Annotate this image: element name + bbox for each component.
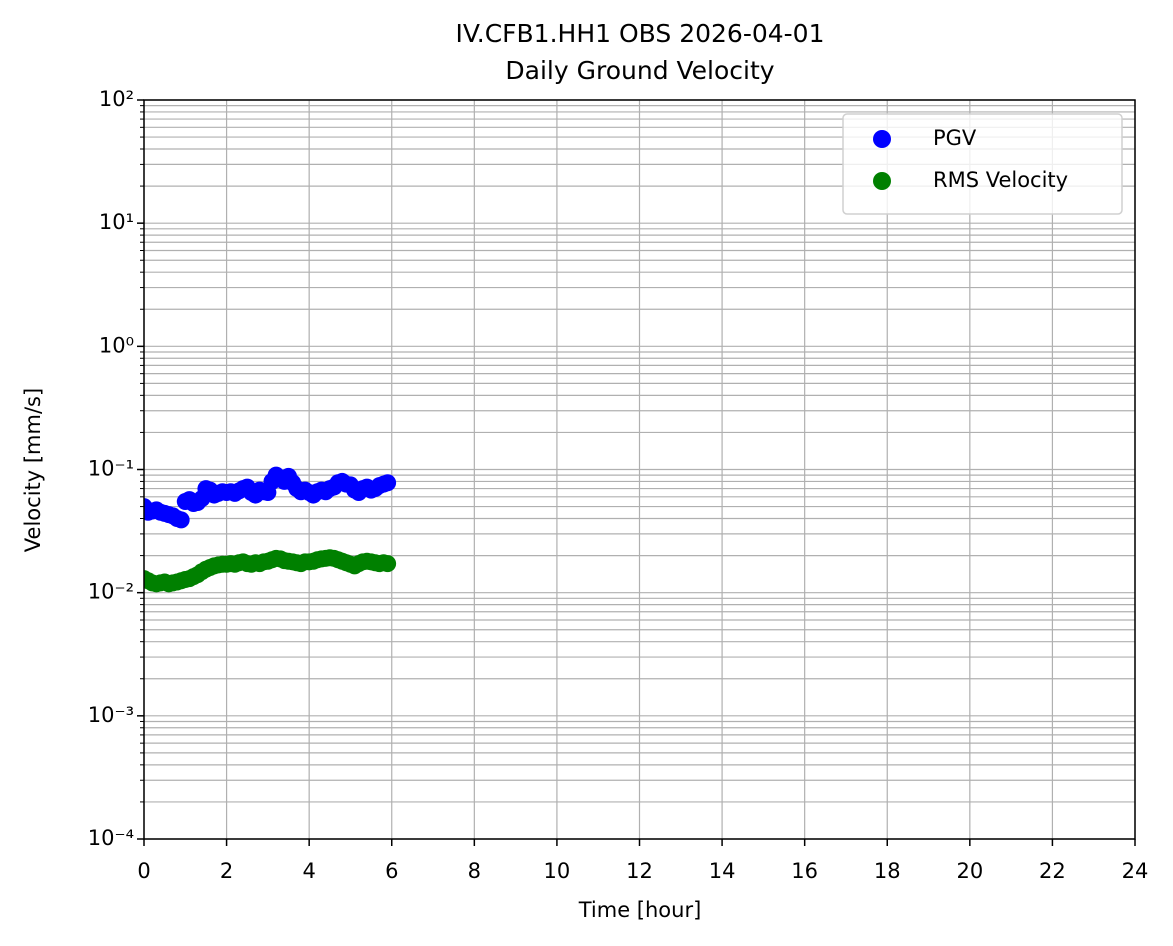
point: [379, 555, 397, 573]
chart-title: IV.CFB1.HH1 OBS 2026-04-01: [456, 19, 825, 48]
x-tick-label: 0: [137, 859, 150, 883]
y-tick-label: 10⁻⁴: [88, 826, 134, 850]
y-tick-label: 10¹: [99, 210, 134, 234]
legend-box: [842, 113, 1123, 215]
y-tick-label: 10⁰: [99, 333, 134, 357]
point: [172, 511, 190, 529]
y-axis-label: Velocity [mm/s]: [21, 388, 45, 552]
legend-marker: [873, 130, 891, 148]
x-tick-label: 24: [1122, 859, 1149, 883]
x-tick-label: 14: [709, 859, 736, 883]
chart-subtitle: Daily Ground Velocity: [505, 56, 774, 85]
y-tick-label: 10⁻¹: [88, 457, 134, 481]
y-tick-label: 10⁻²: [88, 580, 134, 604]
x-tick-label: 12: [626, 859, 653, 883]
legend-label: PGV: [933, 126, 977, 150]
legend-marker: [873, 172, 891, 190]
legend-label: RMS Velocity: [933, 168, 1068, 192]
x-axis-label: Time [hour]: [578, 898, 702, 922]
y-tick-label: 10⁻³: [88, 703, 134, 727]
x-tick-label: 6: [385, 859, 398, 883]
x-tick-label: 10: [544, 859, 571, 883]
legend: PGV RMS Velocity: [842, 113, 1123, 215]
x-tick-label: 20: [956, 859, 983, 883]
x-tick-label: 2: [220, 859, 233, 883]
point: [379, 474, 397, 492]
x-tick-label: 22: [1039, 859, 1066, 883]
y-tick-label: 10²: [99, 87, 134, 111]
x-tick-label: 4: [302, 859, 315, 883]
x-tick-label: 18: [874, 859, 901, 883]
points: [144, 466, 397, 593]
x-tick-label: 16: [791, 859, 818, 883]
x-tick-label: 8: [468, 859, 481, 883]
